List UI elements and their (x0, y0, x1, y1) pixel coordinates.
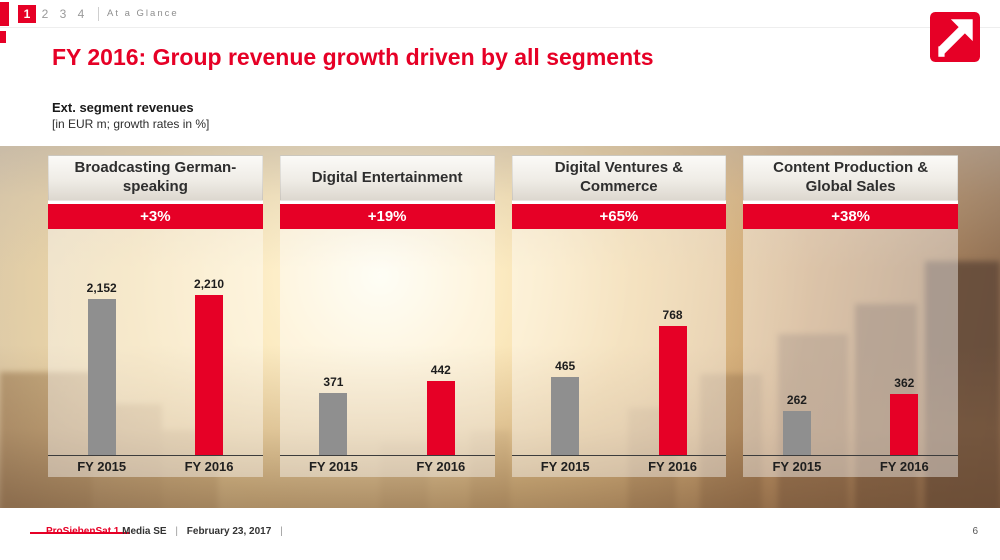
growth-badge: +19% (279, 204, 495, 229)
bar-group-fy2016: 768 (619, 308, 726, 455)
bar-group-fy2016: 442 (387, 363, 494, 455)
bar-chart: 262 362 FY 2015 FY 2016 (743, 229, 958, 477)
bar-group-fy2015: 371 (280, 375, 387, 455)
x-axis: FY 2015 FY 2016 (48, 455, 263, 477)
panel-broadcasting: Broadcasting German-speaking +3% 2,152 2… (48, 155, 263, 477)
bar-group-fy2015: 465 (512, 359, 619, 455)
growth-badge: +38% (743, 204, 958, 229)
bar-value-label: 362 (894, 376, 915, 390)
footer-red-rule (30, 532, 130, 534)
x-axis: FY 2015 FY 2016 (743, 455, 958, 477)
nav-divider (98, 6, 99, 21)
legend-heading: Ext. segment revenues (52, 100, 194, 115)
bars: 371 442 (280, 229, 495, 455)
panel-gap (279, 201, 495, 204)
bars: 262 362 (743, 229, 958, 455)
bar-group-fy2015: 262 (743, 393, 850, 455)
bar-chart: 465 768 FY 2015 FY 2016 (511, 229, 727, 477)
bar-chart: 371 442 FY 2015 FY 2016 (279, 229, 495, 477)
slide-footer: ProSiebenSat.1 Media SE | February 23, 2… (0, 508, 1000, 560)
bars: 2,152 2,210 (48, 229, 263, 455)
nav-page-3[interactable]: 3 (59, 6, 67, 21)
bar-fy2016 (890, 394, 919, 455)
footer-brand: ProSiebenSat.1 (46, 526, 120, 537)
footer-date: February 23, 2017 (186, 526, 272, 537)
x-axis: FY 2015 FY 2016 (511, 455, 727, 477)
panel-title: Digital Entertainment (279, 155, 495, 201)
bar-fy2015 (319, 393, 348, 455)
accent-mark-small (0, 31, 6, 43)
bar-value-label: 465 (555, 359, 576, 373)
panel-digital-entertainment: Digital Entertainment +19% 371 442 FY 20… (279, 155, 495, 477)
bar-value-label: 768 (662, 308, 683, 322)
panel-digital-ventures: Digital Ventures & Commerce +65% 465 768… (511, 155, 727, 477)
x-tick-label: FY 2016 (879, 459, 929, 474)
x-tick-label: FY 2016 (184, 459, 234, 474)
x-axis: FY 2015 FY 2016 (279, 455, 495, 477)
page-number: 6 (972, 526, 978, 537)
bar-group-fy2016: 362 (851, 376, 958, 455)
bar-fy2015 (782, 411, 811, 455)
bar-value-label: 2,152 (86, 281, 117, 295)
legend-units: [in EUR m; growth rates in %] (52, 117, 210, 131)
chart-legend: Ext. segment revenues [in EUR m; growth … (52, 100, 209, 131)
footer-separator: | (175, 526, 178, 537)
section-label: At a Glance (107, 8, 179, 19)
bar-value-label: 371 (323, 375, 344, 389)
panel-gap (743, 201, 958, 204)
x-tick-label: FY 2015 (308, 459, 358, 474)
nav-page-1[interactable]: 1 (18, 4, 36, 23)
footer-company: Media SE (122, 526, 167, 537)
footer-text: ProSiebenSat.1 Media SE | February 23, 2… (46, 526, 289, 537)
bar-fy2016 (426, 381, 455, 455)
x-tick-label: FY 2015 (772, 459, 822, 474)
panel-title: Broadcasting German-speaking (48, 155, 263, 201)
bar-fy2015 (551, 377, 580, 455)
x-tick-label: FY 2015 (77, 459, 127, 474)
bar-group-fy2016: 2,210 (155, 277, 262, 455)
growth-badge: +3% (48, 204, 263, 229)
bar-fy2016 (195, 295, 224, 455)
x-tick-label: FY 2016 (648, 459, 698, 474)
panel-title: Content Production & Global Sales (743, 155, 958, 201)
segment-panels: Broadcasting German-speaking +3% 2,152 2… (48, 155, 958, 477)
nav-page-4[interactable]: 4 (77, 6, 85, 21)
accent-mark (0, 2, 9, 26)
panel-gap (511, 201, 727, 204)
x-tick-label: FY 2015 (540, 459, 590, 474)
growth-badge: +65% (511, 204, 727, 229)
page-title: FY 2016: Group revenue growth driven by … (52, 44, 654, 70)
nav-page-2[interactable]: 2 (41, 6, 49, 21)
panel-content-production: Content Production & Global Sales +38% 2… (743, 155, 958, 477)
prosiebensat1-logo-icon (930, 12, 980, 62)
panel-gap (48, 201, 263, 204)
footer-separator: | (280, 526, 283, 537)
bar-value-label: 262 (786, 393, 807, 407)
x-tick-label: FY 2016 (416, 459, 466, 474)
panel-title: Digital Ventures & Commerce (511, 155, 727, 201)
bar-fy2016 (658, 326, 687, 455)
bar-group-fy2015: 2,152 (48, 281, 155, 455)
slide-nav-bar: 1 2 3 4 At a Glance (0, 0, 1000, 28)
bar-value-label: 2,210 (194, 277, 225, 291)
bars: 465 768 (512, 229, 727, 455)
bar-value-label: 442 (430, 363, 451, 377)
bar-chart: 2,152 2,210 FY 2015 FY 2016 (48, 229, 263, 477)
page-thumbnails: 1 2 3 4 (18, 4, 90, 23)
bar-fy2015 (87, 299, 116, 455)
